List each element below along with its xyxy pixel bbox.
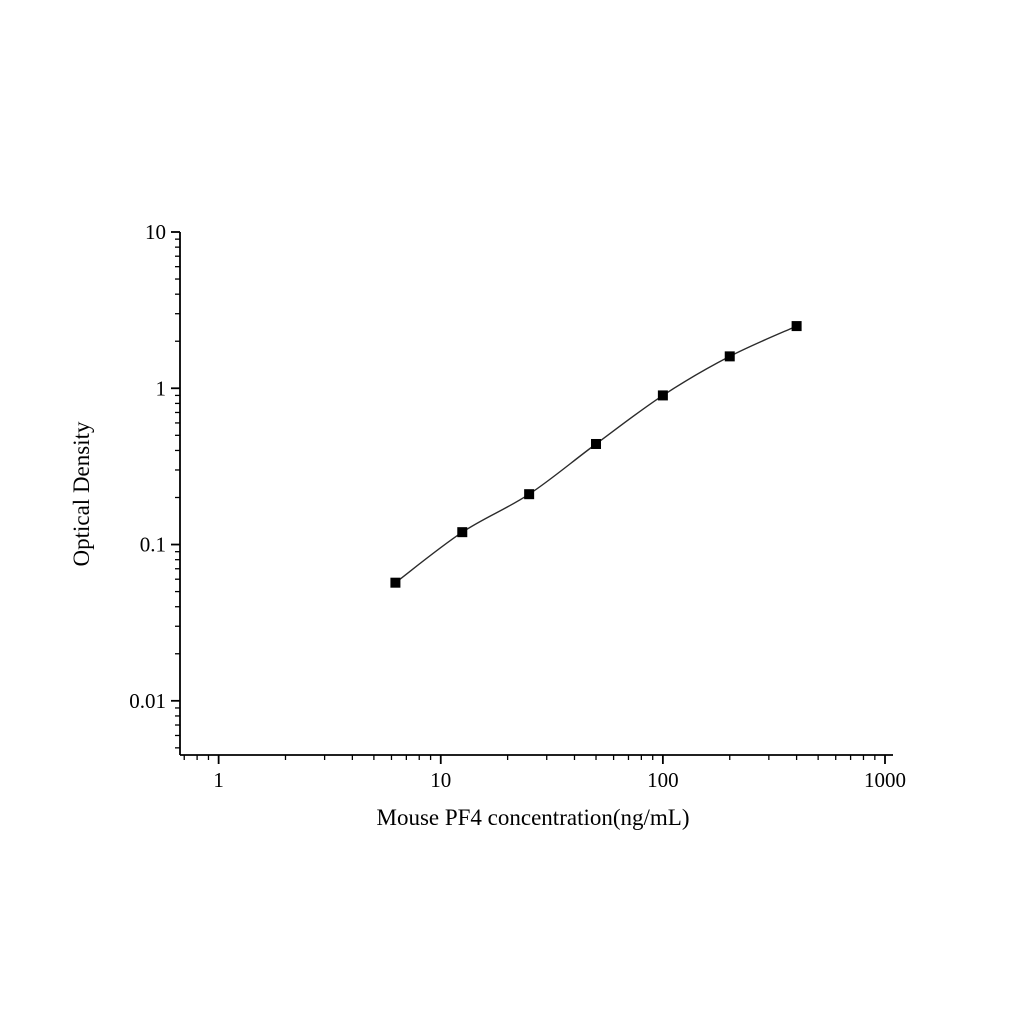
y-tick-label: 0.01 bbox=[129, 689, 166, 713]
x-axis: 1 10 100 1000 bbox=[183, 755, 906, 792]
data-point-marker bbox=[457, 527, 468, 538]
curve-line bbox=[394, 325, 797, 584]
x-tick-label: 100 bbox=[647, 768, 679, 792]
data-point-marker bbox=[657, 390, 668, 401]
x-axis-title: Mouse PF4 concentration(ng/mL) bbox=[376, 805, 690, 830]
y-tick-label: 0.1 bbox=[140, 533, 166, 557]
y-axis: 0.01 0.1 1 10 bbox=[129, 220, 180, 749]
data-point-marker bbox=[591, 438, 602, 449]
data-points bbox=[390, 321, 802, 588]
data-point-marker bbox=[524, 489, 535, 500]
y-axis-title: Optical Density bbox=[69, 421, 94, 567]
axes bbox=[179, 232, 893, 756]
x-tick-label: 1 bbox=[213, 768, 224, 792]
x-tick-label: 1000 bbox=[864, 768, 906, 792]
y-tick-label: 1 bbox=[156, 376, 167, 400]
y-tick-label: 10 bbox=[145, 220, 166, 244]
data-point-marker bbox=[791, 321, 802, 332]
x-tick-label: 10 bbox=[430, 768, 451, 792]
data-point-marker bbox=[390, 577, 401, 588]
data-point-marker bbox=[724, 351, 735, 362]
